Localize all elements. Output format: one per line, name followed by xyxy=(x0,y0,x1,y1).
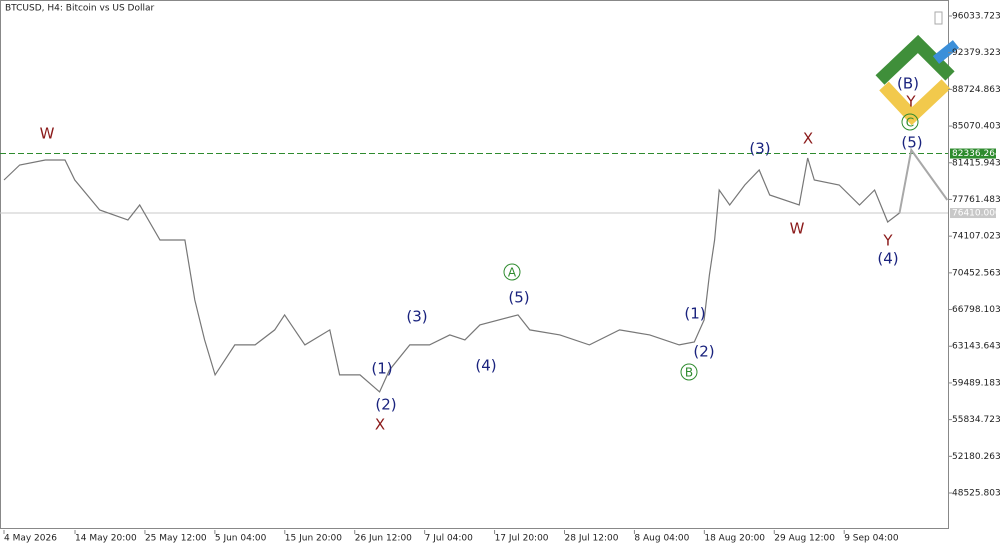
y-tick-label: 70452.563 xyxy=(952,268,1000,278)
wave-label: (3) xyxy=(406,308,427,326)
wave-label: X xyxy=(803,130,813,148)
x-tick-label: 17 Jul 20:00 xyxy=(495,534,549,544)
x-tick-label: 14 May 20:00 xyxy=(75,534,137,544)
scroll-icon xyxy=(934,11,943,25)
price-series xyxy=(898,147,949,214)
price-label: 76410.000 xyxy=(952,209,1000,219)
x-tick-label: 28 Jul 12:00 xyxy=(565,534,619,544)
wave-label: W xyxy=(40,125,55,143)
wave-label: (4) xyxy=(877,250,898,268)
wave-label: Y xyxy=(882,232,893,250)
wave-label: (4) xyxy=(475,357,496,375)
x-tick-label: 25 May 12:00 xyxy=(145,534,207,544)
price-label-box xyxy=(950,208,996,219)
wave-label: (2) xyxy=(375,396,396,414)
wave-label: B xyxy=(685,366,693,380)
price-label-box xyxy=(950,148,996,159)
logo-yellow xyxy=(879,79,951,126)
wave-label: C xyxy=(906,116,914,130)
logo-green xyxy=(875,34,955,85)
wave-circle xyxy=(901,113,919,131)
price-label: 82336.264 xyxy=(952,149,1000,159)
wave-label: A xyxy=(508,266,517,280)
wave-circle xyxy=(680,363,698,381)
y-tick-label: 81415.943 xyxy=(952,158,1000,168)
x-tick-label: 4 May 2026 xyxy=(4,534,57,544)
x-tick-label: 8 Aug 04:00 xyxy=(634,534,689,544)
x-tick-label: 9 Sep 04:00 xyxy=(844,534,899,544)
wave-label: (B) xyxy=(897,75,919,93)
wave-label: (2) xyxy=(693,343,714,361)
x-tick-label: 18 Aug 20:00 xyxy=(704,534,765,544)
wave-label: (3) xyxy=(749,140,770,158)
wave-label: (5) xyxy=(901,134,922,152)
x-tick-label: 7 Jul 04:00 xyxy=(425,534,474,544)
y-tick-label: 74107.023 xyxy=(952,232,1000,242)
x-tick-label: 5 Jun 04:00 xyxy=(215,534,267,544)
y-tick-label: 77761.483 xyxy=(952,195,1000,205)
y-tick-label: 66798.103 xyxy=(952,305,1000,315)
wave-label: W xyxy=(790,220,805,238)
y-tick-label: 85070.403 xyxy=(952,122,1000,132)
x-tick-label: 26 Jun 12:00 xyxy=(355,534,412,544)
wave-label: (1) xyxy=(371,360,392,378)
y-tick-label: 63143.643 xyxy=(952,342,1000,352)
y-tick-label: 88724.863 xyxy=(952,85,1000,95)
wave-label: Y xyxy=(905,93,916,111)
y-tick-label: 48525.803 xyxy=(952,489,1000,499)
y-tick-label: 92379.323 xyxy=(952,48,1000,58)
y-tick-label: 52180.263 xyxy=(952,452,1000,462)
wave-circle xyxy=(503,263,521,281)
logo-blue xyxy=(932,40,960,64)
x-tick-label: 29 Aug 12:00 xyxy=(774,534,835,544)
y-tick-label: 59489.183 xyxy=(952,378,1000,388)
wave-label: (1) xyxy=(684,305,705,323)
broker-logo xyxy=(875,34,960,126)
wave-label: X xyxy=(375,416,385,434)
plot-frame xyxy=(0,0,949,529)
chart-title: BTCUSD, H4: Bitcoin vs US Dollar xyxy=(5,4,154,14)
y-tick-label: 55834.723 xyxy=(952,415,1000,425)
x-tick-label: 15 Jun 20:00 xyxy=(285,534,342,544)
wave-label: (5) xyxy=(508,289,529,307)
price-series xyxy=(3,157,900,393)
y-tick-label: 96033.723 xyxy=(952,11,1000,21)
